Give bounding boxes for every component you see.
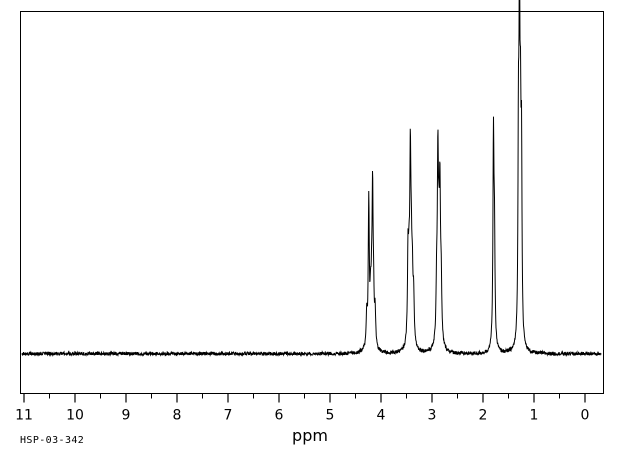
x-axis-tick-label: 1 xyxy=(530,408,539,424)
x-axis-tick-label: 4 xyxy=(377,408,386,424)
x-axis-tick-label: 2 xyxy=(479,408,488,424)
x-axis-tick-label: 9 xyxy=(122,408,131,424)
plot-frame xyxy=(20,11,604,394)
x-axis-major-ticks xyxy=(23,393,586,403)
x-axis-tick-label: 0 xyxy=(581,408,590,424)
x-axis-tick-label: 8 xyxy=(173,408,182,424)
x-axis-tick-label: 5 xyxy=(326,408,335,424)
sample-label: HSP-03-342 xyxy=(20,435,84,446)
x-axis-tick-labels: 11 10 9 8 7 6 5 4 3 2 1 0 xyxy=(15,408,589,424)
spectrum-trace xyxy=(21,0,602,357)
x-axis-tick-label: 3 xyxy=(428,408,437,424)
x-axis-tick-label: 6 xyxy=(275,408,284,424)
x-axis-minor-ticks xyxy=(49,393,560,399)
x-axis-tick-label: 7 xyxy=(224,408,233,424)
x-axis-tick-label: 10 xyxy=(66,408,84,424)
x-axis-tick-label: 11 xyxy=(15,408,33,424)
x-axis-title: ppm xyxy=(292,426,328,445)
